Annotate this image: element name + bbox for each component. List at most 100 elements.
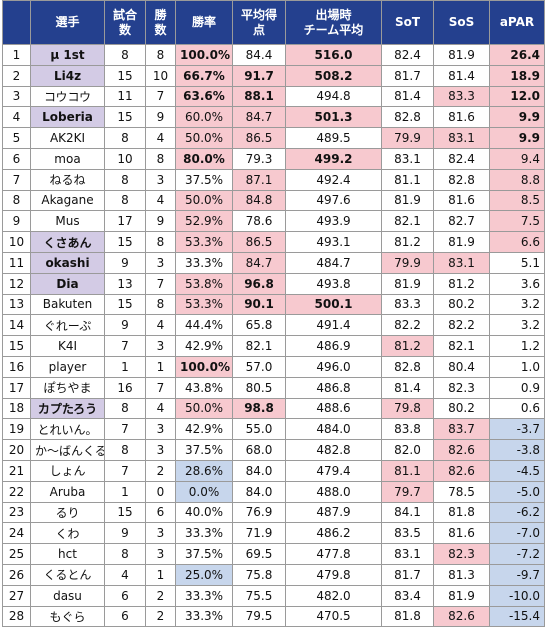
stat-cell: 8	[145, 147, 176, 170]
stat-cell: 482.0	[285, 584, 382, 607]
stat-cell: 37.5%	[175, 439, 233, 461]
header-cell: 勝率	[175, 0, 233, 45]
player-name: しょん	[30, 459, 105, 482]
stat-cell: 81.1	[381, 459, 434, 482]
stat-cell: 79.8	[381, 397, 434, 420]
stat-cell: 1.2	[489, 335, 545, 357]
rank-cell: 2	[2, 64, 31, 87]
rank-cell: 4	[2, 106, 31, 129]
stat-cell: 470.5	[285, 605, 382, 628]
rank-cell: 20	[2, 439, 31, 461]
table-row: 16 player 1 1 100.0% 57.0 496.0 82.8 80.4 1.0	[2, 355, 545, 378]
rank-cell: 5	[2, 127, 31, 149]
table-row: 24 くわ 9 3 33.3% 71.9 486.2 83.5 81.6 -7.0	[2, 522, 545, 545]
stat-cell: 78.5	[433, 480, 490, 503]
player-name: ねるね	[30, 168, 105, 191]
table-row: 20 か～ばんくる 8 3 37.5% 68.0 482.8 82.0 82.6 -3.8	[2, 439, 545, 461]
stat-cell: 8	[104, 189, 146, 212]
player-name: player	[30, 355, 105, 378]
stat-cell: 4	[145, 397, 176, 420]
stat-cell: 496.0	[285, 355, 382, 378]
stat-cell: 80.4	[433, 355, 490, 378]
stat-cell: 88.1	[232, 85, 286, 108]
rank-cell: 26	[2, 563, 31, 586]
stat-cell: 2	[145, 459, 176, 482]
stat-cell: 3	[145, 543, 176, 565]
stat-cell: 82.1	[433, 335, 490, 357]
stat-cell: 7	[104, 418, 146, 441]
stat-cell: 4	[145, 314, 176, 337]
table-header: 選手 試合数 勝数 勝率 平均得点 出場時 チーム平均 SoT SoS aPAR	[2, 0, 545, 45]
stat-cell: 40.0%	[175, 501, 233, 524]
stat-cell: 83.1	[433, 251, 490, 274]
stat-cell: 6	[104, 584, 146, 607]
header-cell: SoT	[381, 0, 434, 45]
stat-cell: 82.8	[381, 106, 434, 129]
stat-cell: 69.5	[232, 543, 286, 565]
stat-cell: 82.8	[433, 168, 490, 191]
stat-cell: 493.1	[285, 231, 382, 253]
stat-cell: 3.2	[489, 293, 545, 316]
stat-cell: 11	[104, 85, 146, 108]
stat-cell: 81.7	[381, 563, 434, 586]
table-row: 8 Akagane 8 4 50.0% 84.8 497.6 81.9 81.6 8.5	[2, 189, 545, 212]
rank-cell: 7	[2, 168, 31, 191]
stat-cell: 7	[145, 376, 176, 399]
stat-cell: 81.9	[433, 231, 490, 253]
stat-cell: 81.8	[433, 501, 490, 524]
stat-cell: 82.0	[381, 439, 434, 461]
stat-cell: 488.0	[285, 480, 382, 503]
stat-cell: 84.7	[232, 106, 286, 129]
stat-cell: 81.1	[381, 168, 434, 191]
player-name: もぐら	[30, 605, 105, 628]
header-cell: 試合数	[104, 0, 146, 45]
stat-cell: 83.1	[381, 147, 434, 170]
table-row: 18 カプたろう 8 4 50.0% 98.8 488.6 79.8 80.2 0.6	[2, 397, 545, 420]
stat-cell: -7.2	[489, 543, 545, 565]
stat-cell: 81.2	[433, 272, 490, 295]
player-name: dasu	[30, 584, 105, 607]
stat-cell: 486.9	[285, 335, 382, 357]
table-row: 25 hct 8 3 37.5% 69.5 477.8 83.1 82.3 -7.2	[2, 543, 545, 565]
stat-cell: 486.8	[285, 376, 382, 399]
stat-cell: 2	[145, 584, 176, 607]
rank-cell: 6	[2, 147, 31, 170]
stat-cell: 82.6	[433, 459, 490, 482]
stat-cell: 81.4	[381, 85, 434, 108]
table-row: 9 Mus 17 9 52.9% 78.6 493.9 82.1 82.7 7.5	[2, 210, 545, 233]
stat-cell: 501.3	[285, 106, 382, 129]
stat-cell: 3	[145, 251, 176, 274]
stat-cell: -10.0	[489, 584, 545, 607]
player-name: るり	[30, 501, 105, 524]
stat-cell: 42.9%	[175, 335, 233, 357]
stat-cell: 81.6	[433, 106, 490, 129]
stat-cell: 0.9	[489, 376, 545, 399]
stat-cell: 52.9%	[175, 210, 233, 233]
stat-cell: 18.9	[489, 64, 545, 87]
table-row: 5 AK2KI 8 4 50.0% 86.5 489.5 79.9 83.1 9.9	[2, 127, 545, 149]
stat-cell: 493.9	[285, 210, 382, 233]
stat-cell: 81.2	[381, 335, 434, 357]
stat-cell: 79.9	[381, 251, 434, 274]
stat-cell: -3.8	[489, 439, 545, 461]
stat-cell: 98.8	[232, 397, 286, 420]
stat-cell: 80.2	[433, 397, 490, 420]
stat-cell: 42.9%	[175, 418, 233, 441]
stat-cell: 84.7	[232, 251, 286, 274]
stat-cell: 82.4	[433, 147, 490, 170]
stat-cell: 8	[104, 439, 146, 461]
stat-cell: 81.4	[381, 376, 434, 399]
stat-cell: 81.9	[381, 272, 434, 295]
stat-cell: 492.4	[285, 168, 382, 191]
stat-cell: -4.5	[489, 459, 545, 482]
player-name: moa	[30, 147, 105, 170]
stat-cell: 1	[145, 563, 176, 586]
stat-cell: 37.5%	[175, 168, 233, 191]
stat-cell: 9.9	[489, 127, 545, 149]
stat-cell: 96.8	[232, 272, 286, 295]
stat-cell: 8	[145, 44, 176, 66]
